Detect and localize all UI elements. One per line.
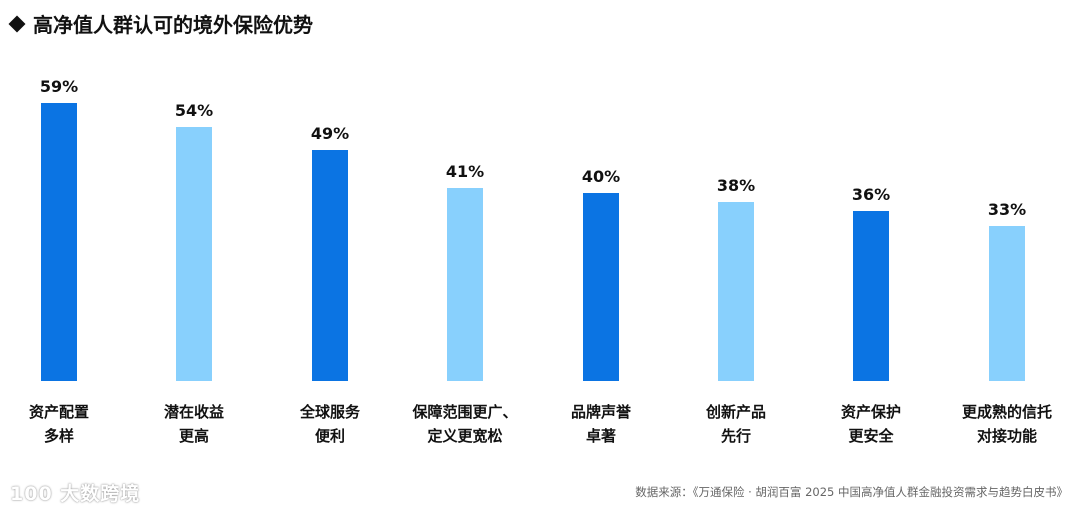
category-label: 资产保护 更安全 bbox=[840, 403, 901, 445]
bar bbox=[41, 103, 77, 381]
category-label: 潜在收益 更高 bbox=[163, 403, 224, 445]
bar bbox=[853, 211, 889, 381]
data-source-note: 数据来源：《万通保险 · 胡润百富 2025 中国高净值人群金融投资需求与趋势白… bbox=[635, 485, 1068, 499]
bar-value-label: 54% bbox=[174, 101, 214, 120]
category-label: 品牌声誉 卓著 bbox=[570, 403, 631, 445]
bar-value-label: 40% bbox=[581, 167, 621, 186]
category-label: 全球服务 便利 bbox=[299, 403, 360, 445]
category-label: 资产配置 多样 bbox=[28, 403, 89, 445]
bar-value-label: 38% bbox=[716, 176, 756, 195]
bar-value-label: 33% bbox=[987, 200, 1027, 219]
bar bbox=[583, 193, 619, 381]
bar-value-label: 49% bbox=[310, 124, 350, 143]
bar bbox=[312, 150, 348, 381]
bar bbox=[447, 188, 483, 381]
chart-title-text: 高净值人群认可的境外保险优势 bbox=[33, 13, 313, 37]
bar bbox=[176, 127, 212, 381]
bar bbox=[718, 202, 754, 381]
category-label: 保障范围更广、 定义更宽松 bbox=[412, 403, 518, 445]
category-label: 创新产品 先行 bbox=[705, 403, 766, 445]
chart-title: 高净值人群认可的境外保险优势 bbox=[8, 9, 313, 38]
bar-value-label: 36% bbox=[851, 185, 891, 204]
watermark: 100 大数跨境 bbox=[10, 483, 141, 505]
category-label: 更成熟的信托 对接功能 bbox=[961, 403, 1052, 445]
bar-value-label: 59% bbox=[39, 77, 79, 96]
bar bbox=[989, 226, 1025, 381]
bar-value-label: 41% bbox=[445, 162, 485, 181]
